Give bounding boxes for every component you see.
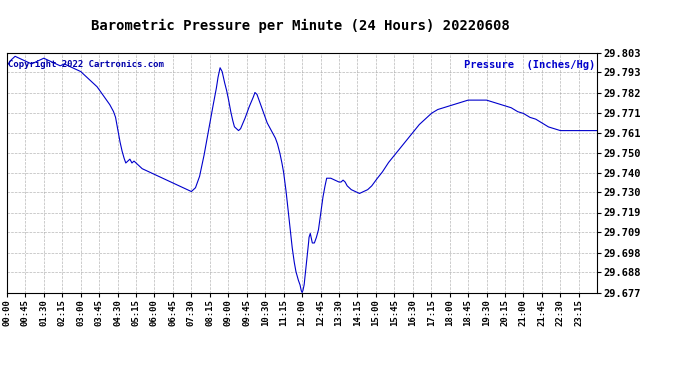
Text: Copyright 2022 Cartronics.com: Copyright 2022 Cartronics.com: [8, 60, 164, 69]
Text: Barometric Pressure per Minute (24 Hours) 20220608: Barometric Pressure per Minute (24 Hours…: [91, 19, 509, 33]
Text: Pressure  (Inches/Hg): Pressure (Inches/Hg): [464, 60, 595, 70]
